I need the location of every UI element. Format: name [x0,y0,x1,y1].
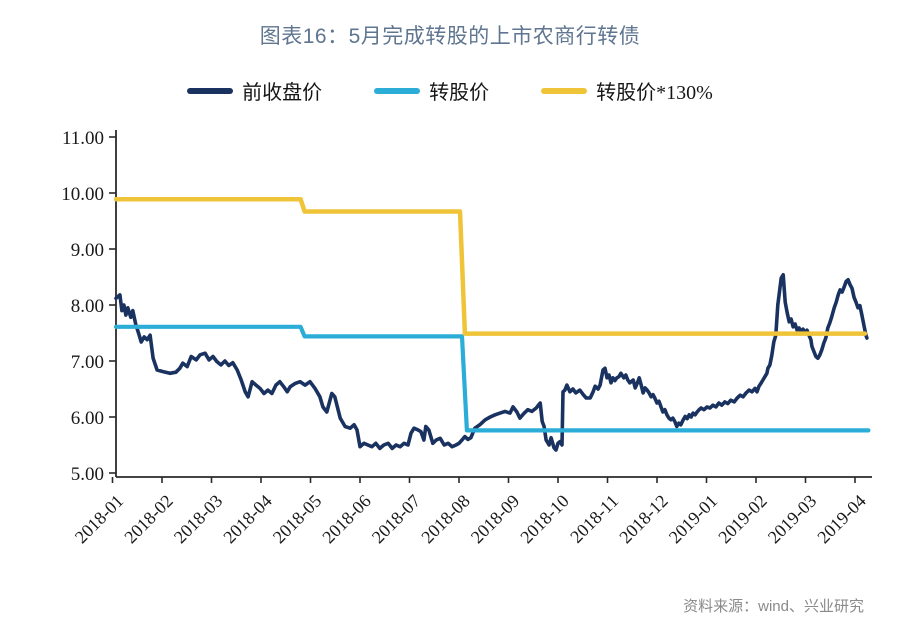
conversion-price-130-line-swatch-icon [541,87,588,94]
x-tick-label: 2018-10 [516,491,573,548]
x-tick-label: 2019-04 [813,491,870,548]
x-tick-label: 2018-01 [71,491,128,548]
x-tick-label: 2018-05 [269,491,326,548]
legend: 前收盘价 转股价 转股价*130% [0,76,900,105]
y-tick-label: 9.00 [71,240,104,261]
x-tick-label: 2018-02 [120,491,177,548]
legend-item-conversion-price-130: 转股价*130% [541,76,713,105]
source-note: 资料来源：wind、兴业研究 [683,598,864,615]
y-tick-label: 10.00 [61,184,104,205]
legend-item-conversion-price: 转股价 [374,76,489,105]
x-tick-label: 2018-11 [566,491,622,547]
x-tick-label: 2019-03 [764,491,821,548]
page-title: 图表16：5月完成转股的上市农商行转债 [259,25,641,48]
series-line-2 [113,196,868,336]
x-tick-label: 2018-06 [318,491,375,548]
x-tick-label: 2018-04 [219,491,276,548]
y-tick-label: 5.00 [71,464,104,485]
x-tick-label: 2019-01 [665,491,722,548]
x-tick-label: 2018-12 [615,491,672,548]
x-tick-label: 2019-02 [714,491,771,548]
x-tick-label: 2018-08 [417,491,474,548]
series-line-0 [114,272,869,452]
x-tick-label: 2018-09 [467,491,524,548]
y-tick-label: 7.00 [71,352,104,373]
x-tick-label: 2018-07 [368,491,425,548]
y-tick-label: 6.00 [71,408,104,429]
legend-label-conversion-price-130: 转股价*130% [596,82,713,104]
conversion-price-line-swatch-icon [374,87,421,94]
legend-label-close-price: 前收盘价 [242,82,323,104]
close-price-line-swatch-icon [187,87,234,94]
series-line-1 [113,324,871,433]
y-tick-label: 11.00 [62,128,104,149]
y-tick-label: 8.00 [71,296,104,317]
legend-label-conversion-price: 转股价 [429,82,490,104]
legend-item-close-price: 前收盘价 [187,76,322,105]
x-tick-label: 2018-03 [170,491,227,548]
